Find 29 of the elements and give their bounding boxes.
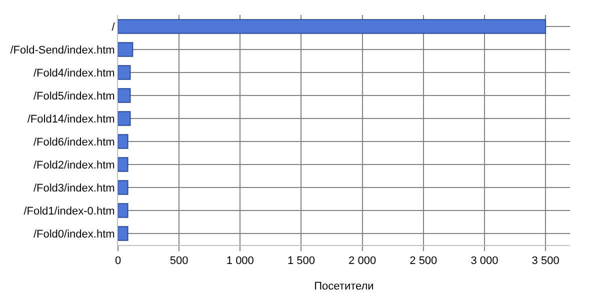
x-tick-label: 2 000 xyxy=(348,255,376,268)
y-tick-label: /Fold0/index.htm xyxy=(33,228,115,240)
bar xyxy=(118,134,128,149)
x-tick-label: 3 500 xyxy=(532,255,560,268)
bar xyxy=(118,65,131,80)
bar xyxy=(118,203,128,218)
bar xyxy=(118,42,134,57)
bar xyxy=(118,226,128,241)
y-tick-label: /Fold-Send/index.htm xyxy=(10,44,115,56)
y-tick-label: /Fold5/index.htm xyxy=(33,90,115,102)
x-tick-label: 2 500 xyxy=(410,255,438,268)
bar xyxy=(118,157,128,172)
y-tick-label: /Fold1/index-0.htm xyxy=(24,205,115,218)
x-tick-label: 1 000 xyxy=(226,255,254,268)
y-tick-label: /Fold6/index.htm xyxy=(33,136,115,148)
y-tick-label: /Fold2/index.htm xyxy=(33,159,115,172)
x-tick-label: 1 500 xyxy=(287,255,316,268)
y-tick-label: /Fold14/index.htm xyxy=(27,113,115,126)
bar xyxy=(118,19,546,34)
y-tick-label: /Fold3/index.htm xyxy=(33,182,115,194)
bar xyxy=(118,111,131,126)
bar xyxy=(118,180,128,195)
x-tick-label: 0 xyxy=(114,255,122,268)
y-tick-label: /Fold4/index.htm xyxy=(33,67,115,80)
bar xyxy=(118,88,131,103)
x-tick-label: 3 000 xyxy=(470,255,498,268)
x-axis-title: Посетители xyxy=(314,280,374,292)
y-tick-label: / xyxy=(112,21,116,34)
x-tick-label: 500 xyxy=(170,255,188,268)
